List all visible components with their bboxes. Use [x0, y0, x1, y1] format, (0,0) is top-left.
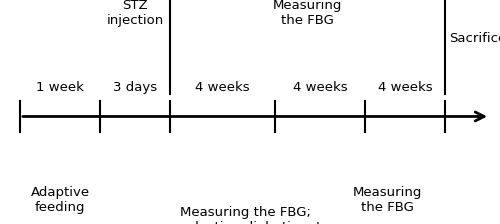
Text: Measuring
the FBG: Measuring the FBG [353, 186, 422, 214]
Text: 1 week: 1 week [36, 81, 84, 94]
Text: Sacrifice: Sacrifice [449, 32, 500, 45]
Text: 4 weeks: 4 weeks [378, 81, 432, 94]
Text: 3 days: 3 days [113, 81, 157, 94]
Text: Measuring
the FBG: Measuring the FBG [273, 0, 342, 27]
Text: STZ
injection: STZ injection [106, 0, 164, 27]
Text: Adaptive
feeding: Adaptive feeding [30, 186, 90, 214]
Text: 4 weeks: 4 weeks [292, 81, 348, 94]
Text: Measuring the FBG;
selecting diabetic rats;
grouping: Measuring the FBG; selecting diabetic ra… [180, 206, 332, 224]
Text: 4 weeks: 4 weeks [195, 81, 250, 94]
